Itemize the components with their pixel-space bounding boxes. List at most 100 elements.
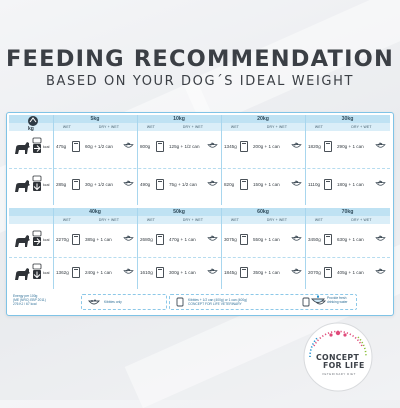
dry-wet-subheader: DRY + WET [266, 218, 288, 222]
dry-wet-amount: 180g + 1 can [337, 182, 364, 187]
wet-amount: 800g [140, 144, 151, 149]
weight-header-band [9, 208, 390, 216]
energy-note-line: Energy per 100g [13, 294, 38, 298]
water-note-line: drinking water [327, 300, 348, 304]
dry-wet-amount: 300g + 1 can [169, 270, 196, 275]
wet-amount: 1362g [56, 270, 69, 275]
dog-activity-cell: kcal [9, 133, 53, 163]
feeding-cell: 820g 150g + 1 can [221, 171, 305, 201]
dog-activity-cell: kcal [9, 226, 53, 256]
wet-subheader: WET [230, 218, 240, 222]
can-icon [72, 141, 80, 152]
can-icon [240, 234, 248, 245]
wet-amount: 2680g [140, 237, 153, 242]
dog-activity-cell: kcal [9, 171, 53, 201]
can-icon [324, 179, 332, 190]
wet-amount: 1610g [140, 270, 153, 275]
wet-subheader: WET [230, 125, 240, 129]
kibble-bowl-icon [291, 180, 302, 186]
weight-scale-icon [28, 116, 38, 126]
feeding-cell: 1362g 240g + 1 can [53, 259, 137, 289]
column-divider [221, 115, 222, 205]
dog-icon [15, 268, 30, 280]
dry-wet-subheader: DRY + WET [182, 218, 204, 222]
wet-amount: 285g [56, 182, 67, 187]
can-icon [72, 267, 80, 278]
dog-icon [15, 142, 30, 154]
legend-mix-line: CONCEPT FOR LIFE VETERINARY [188, 302, 242, 306]
weight-header-cell: 30kg [341, 116, 354, 122]
page-title: FEEDING RECOMMENDATION [5, 46, 395, 72]
dry-wet-subheader: DRY + WET [98, 218, 120, 222]
water-note-line: Provide fresh [327, 296, 347, 300]
feeding-cell: 285g 30g + 1/2 can [53, 171, 137, 201]
can-icon [176, 297, 184, 307]
kibble-bowl-icon [88, 299, 100, 305]
dry-wet-amount: 470g + 1 can [169, 237, 196, 242]
can-icon [302, 297, 310, 307]
kibble-bowl-icon [207, 142, 218, 148]
can-icon [156, 234, 164, 245]
can-icon [324, 141, 332, 152]
table-footer-legend: Energy per 100g (ME (NRC) EBP 2011) 276 … [9, 291, 390, 313]
wet-amount: 1845g [224, 270, 237, 275]
wet-amount: 1110g [308, 182, 321, 187]
kcal-label: kcal [43, 271, 50, 275]
concept-for-life-logo [303, 322, 373, 392]
feeding-cell: 1110g 180g + 1 can [305, 171, 389, 201]
kcal-label: kcal [43, 183, 50, 187]
kibble-bowl-icon [291, 268, 302, 274]
brand-name-line1: CONCEPT [316, 353, 360, 362]
wet-subheader: WET [146, 218, 156, 222]
dry-wet-amount: 150g + 1 can [253, 182, 280, 187]
can-icon [72, 179, 80, 190]
dry-wet-amount: 385g + 1 can [85, 237, 112, 242]
kibble-bowl-icon [207, 235, 218, 241]
feeding-cell: 2070g 405g + 1 can [305, 259, 389, 289]
kibble-bowl-icon [123, 235, 134, 241]
wet-amount: 475g [56, 144, 67, 149]
dry-wet-amount: 405g + 1 can [337, 270, 364, 275]
kibble-bowl-icon [207, 268, 218, 274]
dry-wet-amount: 60g + 1/2 can [85, 144, 113, 149]
wet-amount: 2270g [56, 237, 69, 242]
energy-note: Energy per 100g (ME (NRC) EBP 2011) 276 … [13, 294, 46, 306]
feeding-cell: 1820g 290g + 1 can [305, 133, 389, 163]
can-icon [240, 141, 248, 152]
feeding-cell: 1845g 350g + 1 can [221, 259, 305, 289]
wet-amount: 3450g [308, 237, 321, 242]
legend-kibbles-text: Kibbles only [104, 300, 122, 304]
feeding-table: kg 5kg 10kg 20kg 30kg WET DRY + WET WET … [6, 112, 394, 316]
dry-wet-amount: 30g + 1/2 can [85, 182, 113, 187]
kcal-label: kcal [43, 238, 50, 242]
feeding-cell: 800g 125g + 1/2 can [137, 133, 221, 163]
dry-wet-subheader: DRY + WET [98, 125, 120, 129]
dry-wet-amount: 350g + 1 can [253, 270, 280, 275]
wet-amount: 1345g [224, 144, 237, 149]
feeding-cell: 1610g 300g + 1 can [137, 259, 221, 289]
kibble-bowl-icon [291, 142, 302, 148]
energy-box-icon [32, 263, 42, 279]
weight-header-cell: 50kg [173, 209, 185, 215]
dry-wet-subheader: DRY + WET [266, 125, 288, 129]
can-icon [156, 141, 164, 152]
column-divider [53, 208, 54, 289]
feeding-cell: 1345g 200g + 1 can [221, 133, 305, 163]
kibble-bowl-icon [375, 235, 386, 241]
can-icon [240, 179, 248, 190]
column-divider [305, 208, 306, 289]
column-divider [53, 115, 54, 205]
brand-name-line2: FOR LIFE [323, 361, 365, 370]
energy-note-line: 276 KJ / 67 kcal [13, 302, 37, 306]
energy-box-icon [32, 230, 42, 246]
legend-mix-line: Kibbles + 1/2 can (400g) or 1 can (400g) [188, 298, 248, 302]
feeding-cell: 3450g 630g + 1 can [305, 226, 389, 256]
column-divider [221, 208, 222, 289]
weight-header-cell: 70kg [341, 209, 354, 215]
kibble-bowl-icon [291, 235, 302, 241]
weight-header-cell: 60kg [257, 209, 269, 215]
legend-mix-text: Kibbles + 1/2 can (400g) or 1 can (400g)… [188, 298, 247, 306]
kcal-label: kcal [43, 145, 50, 149]
kibble-bowl-icon [207, 180, 218, 186]
dry-wet-amount: 125g + 1/2 can [169, 144, 200, 149]
